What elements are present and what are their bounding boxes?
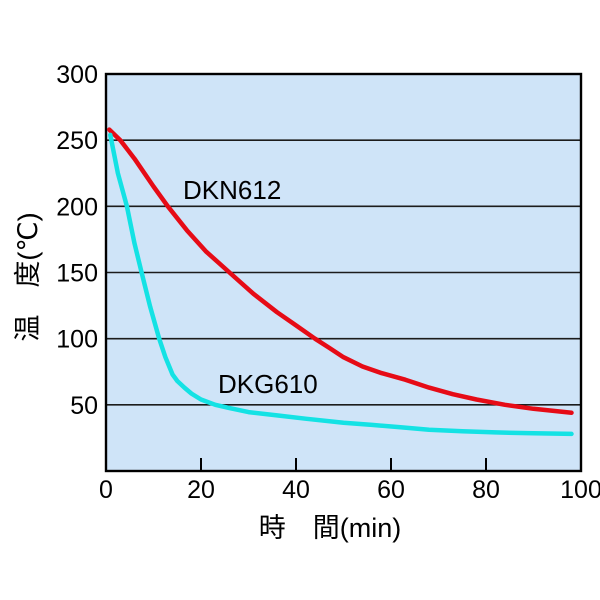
series-line-dkg610 <box>108 132 574 437</box>
series-line-dkn612 <box>107 127 574 416</box>
x-tick-label: 0 <box>99 476 113 504</box>
plot-border <box>104 72 583 473</box>
y-tick-label: 100 <box>56 326 98 354</box>
series-label-dkg610: DKG610 <box>218 369 318 399</box>
x-tick-label: 60 <box>377 476 405 504</box>
y-tick-label: 250 <box>56 127 98 155</box>
series-label-dkn612: DKN612 <box>183 175 281 205</box>
x-tick-label: 100 <box>560 476 600 504</box>
x-tick-label: 40 <box>282 476 310 504</box>
y-tick-label: 50 <box>70 392 98 420</box>
x-axis-title: 時 間(min) <box>259 513 402 543</box>
y-axis-title: 温 度(℃) <box>13 212 43 341</box>
x-tick-label: 20 <box>187 476 215 504</box>
plot-layer: 300 250 200 150 100 50 0 20 40 60 80 100 <box>56 61 600 504</box>
x-tick-label: 80 <box>472 476 500 504</box>
y-tick-label: 200 <box>56 193 98 221</box>
y-tick-label: 300 <box>56 61 98 89</box>
y-tick-label: 150 <box>56 260 98 288</box>
